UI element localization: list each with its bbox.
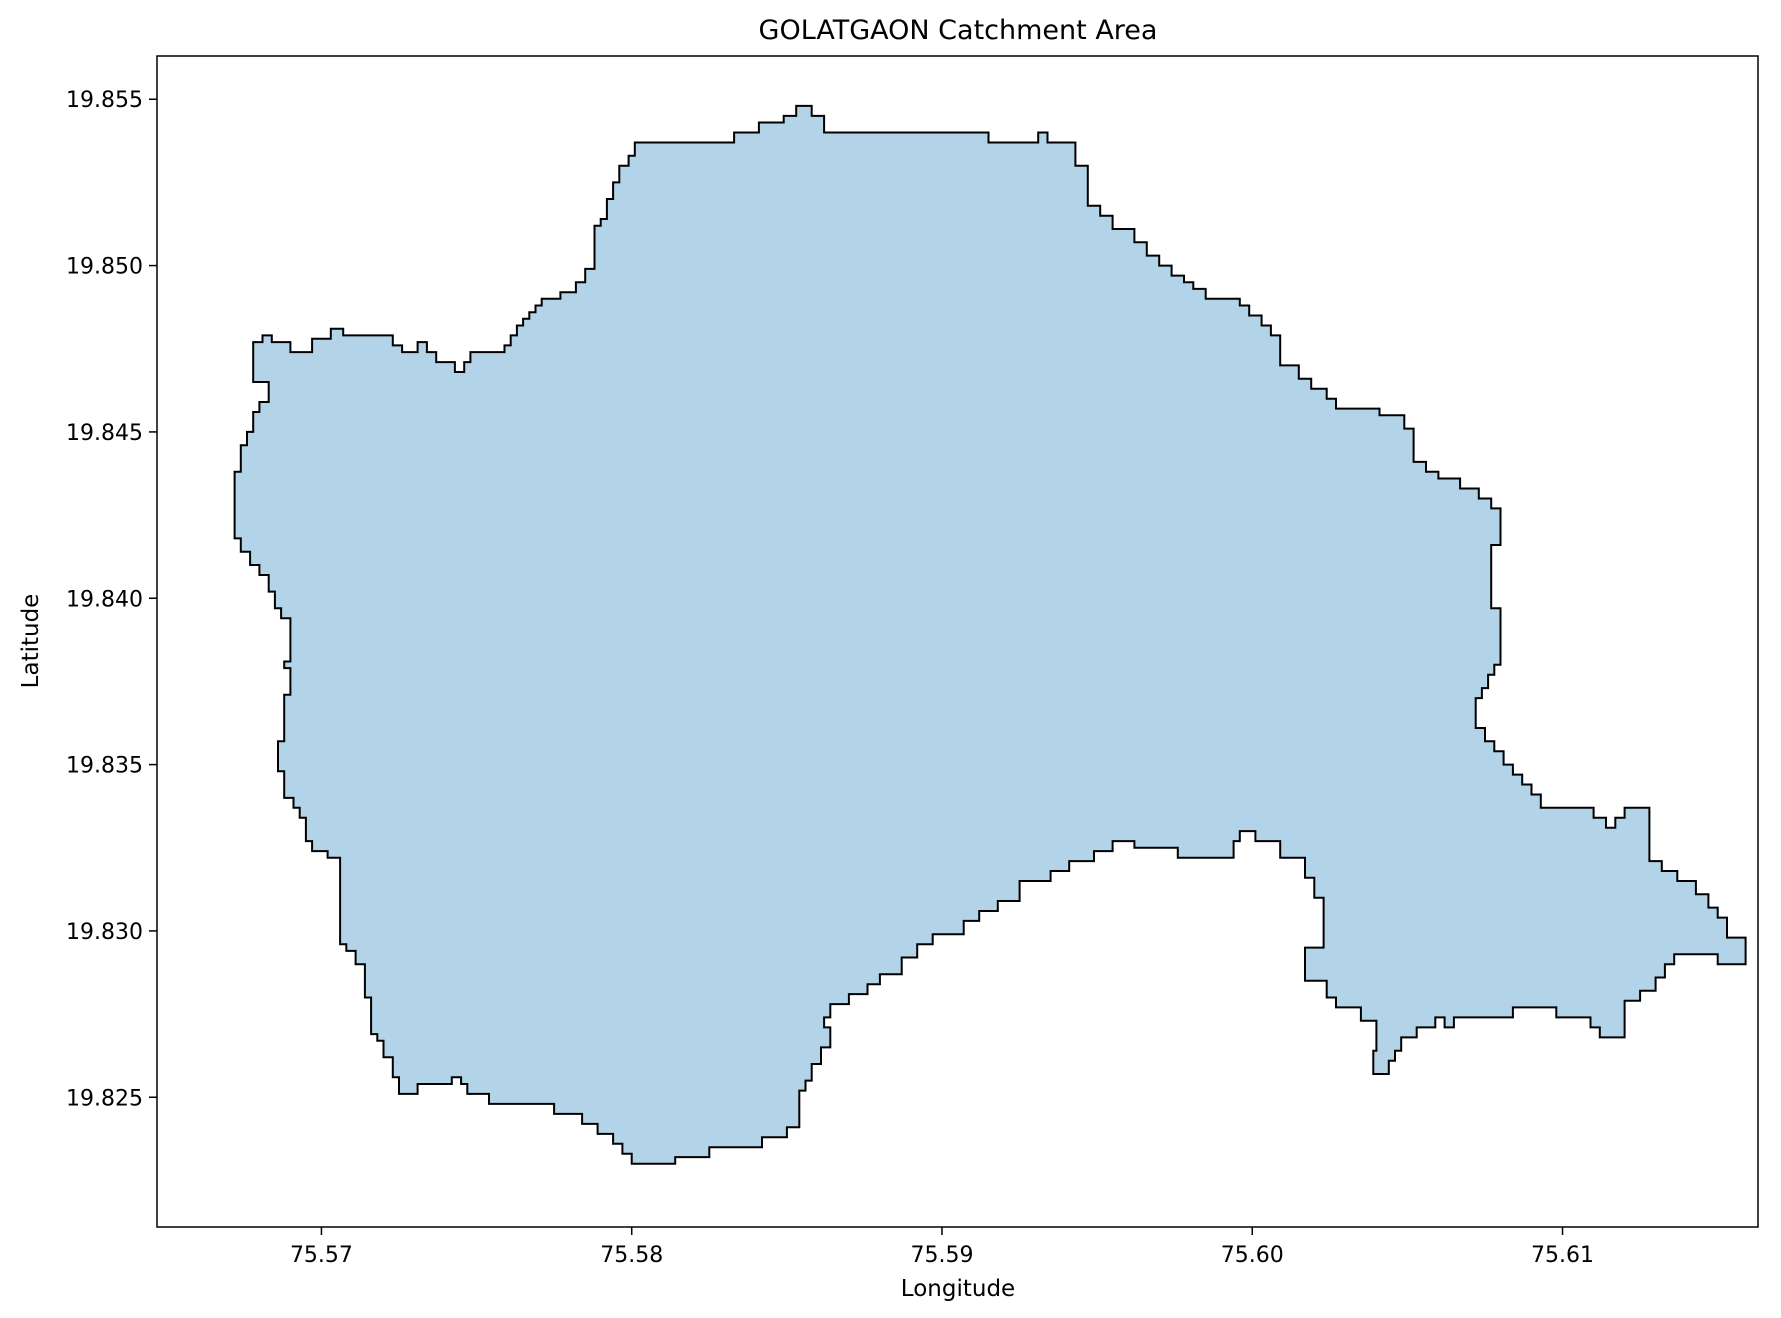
x-tick-label: 75.59 xyxy=(910,1243,973,1268)
y-tick-label: 19.845 xyxy=(66,421,143,446)
y-tick-label: 19.825 xyxy=(66,1086,143,1111)
axes-frame xyxy=(156,55,1759,1228)
y-tick-label: 19.835 xyxy=(66,754,143,779)
x-axis-label: Longitude xyxy=(901,1276,1015,1302)
plot-area xyxy=(233,104,1747,1165)
x-tick-label: 75.58 xyxy=(600,1243,663,1268)
x-tick-label: 75.60 xyxy=(1221,1243,1284,1268)
x-tick-label: 75.61 xyxy=(1531,1243,1594,1268)
y-tick-label: 19.840 xyxy=(66,587,143,612)
y-tick-label: 19.830 xyxy=(66,920,143,945)
y-axis-label: Latitude xyxy=(18,594,44,689)
x-axis-ticks: 75.57 75.58 75.59 75.60 75.61 xyxy=(290,1227,1594,1268)
chart-title: GOLATGAON Catchment Area xyxy=(759,15,1158,46)
y-axis-ticks: 19.825 19.830 19.835 19.840 19.845 19.850 19.8… xyxy=(66,88,157,1111)
catchment-polygon xyxy=(233,104,1747,1165)
y-tick-label: 19.850 xyxy=(66,255,143,280)
x-tick-label: 75.57 xyxy=(290,1243,353,1268)
y-tick-label: 19.855 xyxy=(66,88,143,113)
